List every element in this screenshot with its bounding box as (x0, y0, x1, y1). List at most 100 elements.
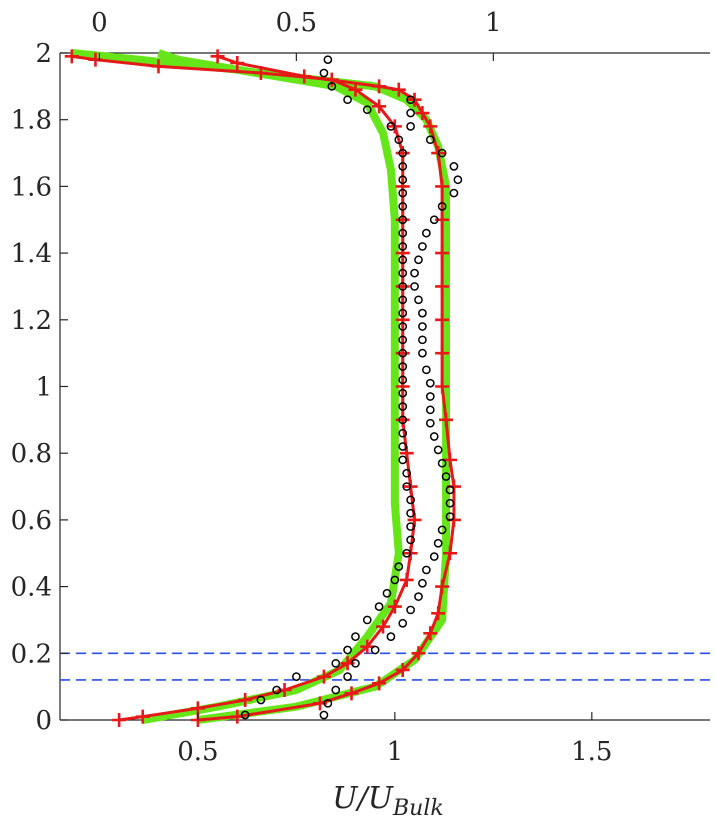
circle-marker (406, 122, 415, 131)
circle-marker (406, 605, 415, 615)
circle-marker (406, 495, 415, 505)
red-plus-marker (395, 146, 410, 161)
circle-marker (422, 365, 431, 375)
circle-marker (437, 525, 447, 535)
red-plus-marker (395, 212, 410, 227)
circle-marker (374, 602, 384, 611)
red-plus-marker (395, 312, 410, 327)
red-plus-marker (387, 599, 402, 614)
circle-marker (445, 512, 455, 521)
circle-marker (414, 255, 423, 265)
circle-marker (445, 485, 455, 495)
circle-marker (398, 295, 408, 305)
red-plus-marker (435, 379, 450, 394)
circle-marker (398, 455, 408, 465)
y-tick-label: 1.6 (11, 172, 52, 202)
circle-marker (414, 295, 423, 305)
red-plus-marker (411, 646, 426, 661)
circle-marker (398, 268, 408, 278)
red-plus-marker (88, 52, 103, 67)
red-plus-marker (64, 49, 79, 64)
y-tick-label: 1.2 (11, 306, 52, 336)
top-tick-label: 0.5 (276, 8, 317, 38)
red-plus-marker (395, 179, 410, 194)
circle-marker (382, 588, 392, 598)
red-plus-marker (372, 79, 387, 94)
red-plus-marker (230, 56, 245, 71)
circle-marker (418, 335, 427, 345)
circle-marker (406, 535, 415, 545)
red-series-line (197, 54, 456, 722)
circle-marker (343, 95, 352, 105)
y-tick-label: 1 (35, 373, 52, 403)
circle-marker (425, 392, 435, 401)
circle-marker (398, 215, 408, 225)
red-plus-marker (439, 412, 454, 427)
green-series-line (71, 49, 403, 724)
circle-marker (406, 522, 415, 531)
circle-marker (327, 82, 337, 91)
circle-marker (429, 215, 439, 225)
circle-marker (394, 562, 404, 571)
circle-marker (425, 378, 435, 388)
x-tick-label: 1 (387, 737, 404, 767)
circle-marker (343, 672, 352, 681)
red-plus-marker (435, 179, 450, 194)
circle-marker (406, 108, 415, 118)
y-tick-label: 0 (35, 706, 52, 736)
circle-marker (425, 135, 435, 145)
y-tick-label: 2 (35, 39, 52, 69)
circle-marker (453, 175, 463, 185)
circle-marker (422, 565, 431, 575)
circle-marker (256, 695, 266, 705)
circle-marker (331, 685, 341, 695)
circle-marker (418, 308, 427, 318)
top-tick-label: 1 (485, 8, 502, 38)
x-tick-label: 1.5 (571, 737, 612, 767)
circle-marker (323, 55, 333, 65)
red-plus-marker (435, 579, 450, 594)
circle-marker (422, 228, 431, 238)
x-tick-label: 0.5 (177, 737, 218, 767)
red-plus-marker (415, 106, 430, 121)
circle-marker (362, 105, 372, 115)
circle-marker (398, 308, 408, 318)
series-layer (64, 49, 463, 727)
circle-marker (441, 472, 451, 481)
y-tick-label: 1.8 (11, 106, 52, 136)
circle-marker (240, 710, 250, 720)
red-plus-marker (297, 69, 312, 84)
red-plus-marker (399, 572, 414, 587)
circle-marker (433, 445, 443, 455)
red-plus-marker (395, 379, 410, 394)
circle-marker (406, 508, 415, 518)
red-plus-marker (399, 446, 414, 461)
circle-marker (398, 162, 408, 171)
red-plus-marker (210, 49, 225, 64)
circle-marker (398, 322, 408, 331)
red-plus-marker (443, 546, 457, 561)
circle-marker (429, 552, 439, 561)
circle-marker (425, 418, 435, 428)
circle-marker (398, 402, 408, 411)
circle-marker (398, 335, 408, 345)
circle-marker (398, 255, 408, 265)
circle-marker (319, 710, 329, 720)
red-plus-marker (395, 246, 410, 261)
circle-marker (433, 538, 443, 548)
circle-marker (410, 282, 419, 291)
circle-marker (398, 362, 408, 371)
circle-marker (425, 405, 435, 415)
red-plus-marker (360, 639, 375, 654)
red-plus-marker (423, 119, 438, 134)
red-plus-marker (316, 669, 331, 684)
circle-marker (319, 68, 329, 78)
red-plus-marker (151, 59, 166, 74)
circle-marker (398, 202, 408, 211)
red-plus-marker (372, 99, 387, 114)
circle-marker (386, 632, 396, 641)
circle-marker (437, 148, 447, 158)
circle-marker (398, 188, 408, 198)
red-plus-marker (435, 346, 450, 361)
